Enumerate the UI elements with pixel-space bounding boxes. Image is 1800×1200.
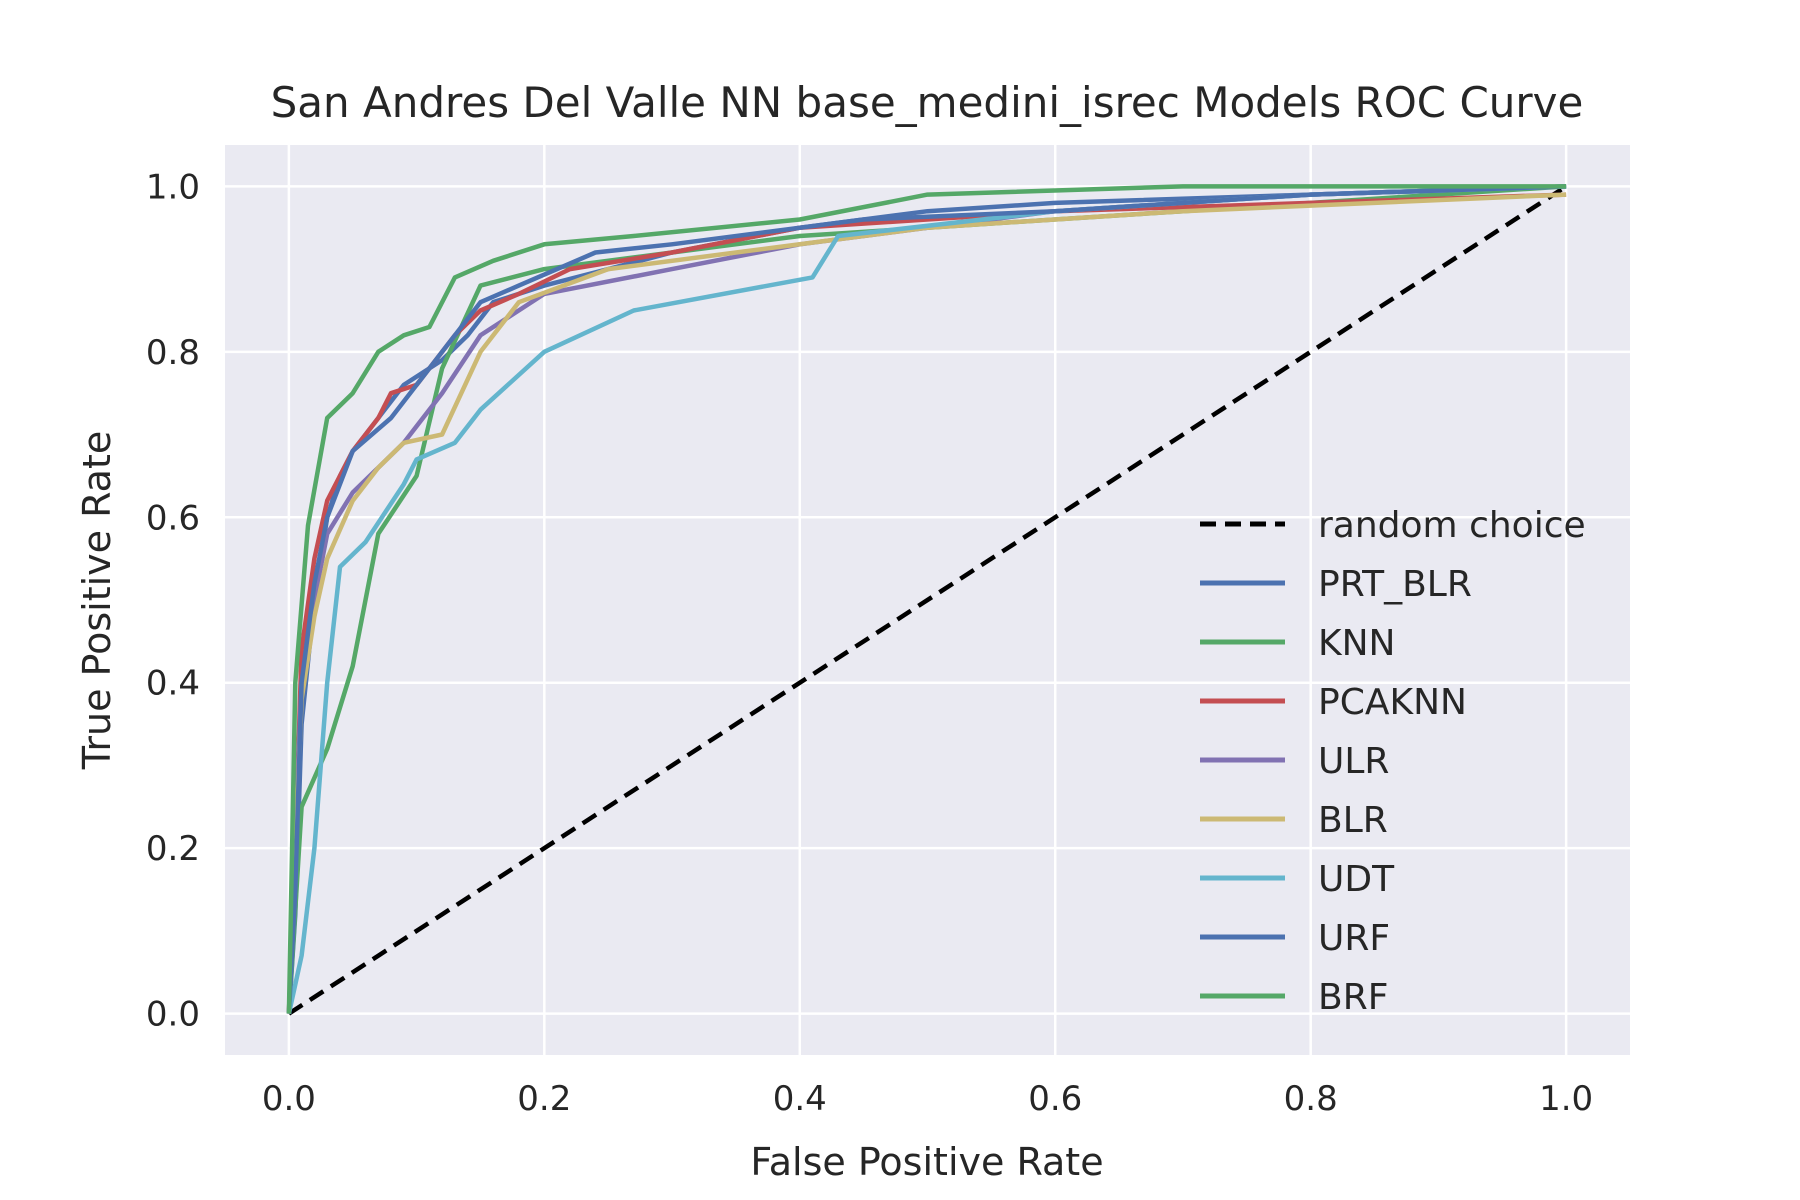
series-line-random-choice xyxy=(287,184,1568,1016)
legend-label: random choice xyxy=(1318,505,1586,546)
y-tick-label: 0.2 xyxy=(146,829,200,869)
y-tick-label: 0.6 xyxy=(146,498,200,538)
legend: random choice PRT_BLR KNN PCAKNN ULR BLR UDT UR… xyxy=(1200,505,1586,1018)
chart-title: San Andres Del Valle NN base_medini_isre… xyxy=(271,78,1584,127)
x-tick-label: 0.8 xyxy=(1284,1079,1338,1119)
series-line-brf xyxy=(286,184,1567,1014)
legend-label: PRT_BLR xyxy=(1318,564,1472,605)
y-tick-label: 0.8 xyxy=(146,333,200,373)
legend-label: PCAKNN xyxy=(1318,682,1467,723)
y-tick-label: 1.0 xyxy=(146,167,200,207)
legend-label: UDT xyxy=(1318,859,1395,900)
legend-label: BLR xyxy=(1318,800,1388,841)
series-line-udt xyxy=(286,184,1567,1015)
series-line-urf xyxy=(286,184,1567,1014)
tick-labels: 0.0 0.2 0.4 0.6 0.8 1.0 0.0 0.2 0.4 0.6 0.8 1.0 xyxy=(146,167,1593,1119)
legend-label: BRF xyxy=(1318,977,1388,1018)
series-lines xyxy=(286,184,1568,1016)
x-tick-label: 1.0 xyxy=(1539,1079,1593,1119)
x-tick-label: 0.4 xyxy=(773,1079,827,1119)
x-tick-label: 0.2 xyxy=(517,1079,571,1119)
grid-lines xyxy=(225,145,1630,1055)
series-line-blr xyxy=(286,192,1567,1014)
x-tick-label: 0.6 xyxy=(1028,1079,1082,1119)
legend-label: KNN xyxy=(1318,623,1395,664)
y-axis-label: True Positive Rate xyxy=(75,431,119,771)
legend-label: URF xyxy=(1318,918,1390,959)
y-tick-label: 0.4 xyxy=(146,664,200,704)
x-tick-label: 0.0 xyxy=(262,1079,316,1119)
x-axis-label: False Positive Rate xyxy=(750,1140,1103,1184)
y-tick-label: 0.0 xyxy=(146,995,200,1035)
legend-label: ULR xyxy=(1318,741,1389,782)
